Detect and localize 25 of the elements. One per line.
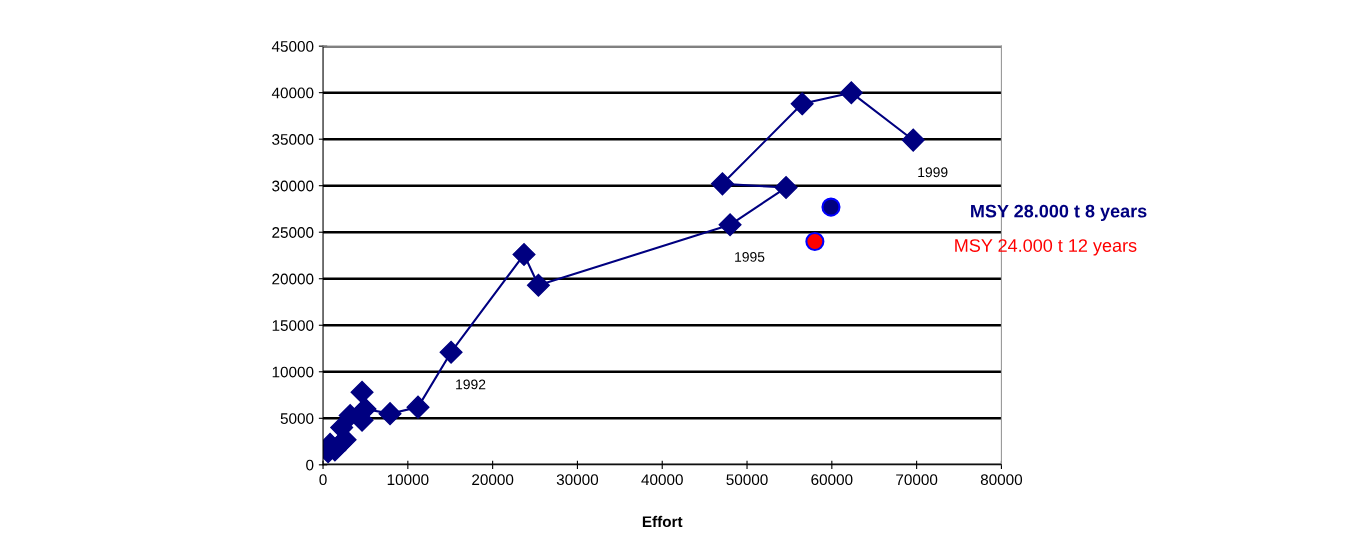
y-tick-label: 45000 [271, 41, 314, 52]
x-tick-label: 40000 [641, 474, 683, 486]
x-tick-label: 70000 [896, 474, 938, 486]
y-tick-label: 25000 [272, 227, 314, 238]
y-tick-label: 0 [306, 459, 314, 471]
y-tick-label: 5000 [280, 413, 314, 424]
annotation: 1999 [918, 167, 948, 178]
x-tick-label: 80000 [980, 474, 1023, 486]
x-tick-label: 50000 [726, 474, 768, 486]
y-tick-label: 30000 [272, 180, 314, 192]
x-axis-title: Effort [642, 515, 683, 528]
y-tick-label: 35000 [272, 134, 314, 145]
x-tick-label: 10000 [387, 474, 429, 486]
y-tick-label: 10000 [272, 366, 314, 378]
x-tick-label: 0 [319, 474, 327, 486]
annotation: 1992 [456, 379, 486, 390]
y-tick-label: 15000 [272, 320, 314, 331]
y-tick-label: 40000 [271, 87, 314, 99]
x-tick-label: 20000 [472, 474, 514, 486]
text: MSY 28.000 t 8 years [971, 204, 1147, 222]
x-tick-label: 30000 [556, 474, 599, 486]
text: MSY 24.000 t 12 years [955, 239, 1137, 256]
annotation: 1995 [735, 252, 765, 262]
y-tick-label: 20000 [272, 273, 314, 285]
x-tick-label: 60000 [811, 474, 853, 486]
